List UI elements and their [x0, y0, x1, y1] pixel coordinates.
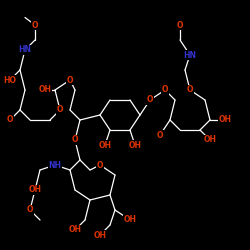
Text: HO: HO	[4, 76, 16, 84]
Text: O: O	[32, 20, 38, 30]
Text: O: O	[72, 136, 78, 144]
Text: OH: OH	[94, 230, 106, 239]
Text: HN: HN	[18, 46, 32, 54]
Text: O: O	[67, 76, 73, 84]
Text: OH: OH	[124, 216, 136, 224]
Text: O: O	[187, 86, 193, 94]
Text: OH: OH	[98, 140, 112, 149]
Text: O: O	[147, 96, 153, 104]
Text: OH: OH	[68, 226, 82, 234]
Text: OH: OH	[28, 186, 42, 194]
Text: O: O	[57, 106, 63, 114]
Text: HN: HN	[184, 50, 196, 59]
Text: NH: NH	[48, 160, 62, 170]
Text: OH: OH	[204, 136, 216, 144]
Text: OH: OH	[128, 140, 141, 149]
Text: OH: OH	[218, 116, 232, 124]
Text: O: O	[97, 160, 103, 170]
Text: O: O	[7, 116, 13, 124]
Text: OH: OH	[38, 86, 52, 94]
Text: O: O	[157, 130, 163, 140]
Text: O: O	[27, 206, 33, 214]
Text: O: O	[162, 86, 168, 94]
Text: O: O	[177, 20, 183, 30]
